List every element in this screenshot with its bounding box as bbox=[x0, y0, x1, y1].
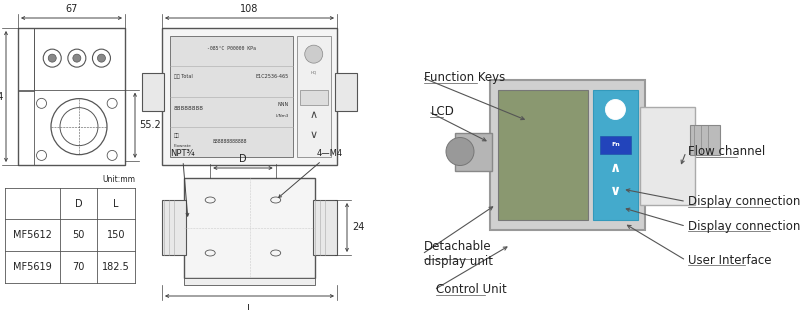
Bar bbox=[498, 90, 588, 220]
Text: 108: 108 bbox=[240, 4, 258, 14]
Text: L: L bbox=[246, 304, 252, 310]
Text: Flow channel: Flow channel bbox=[688, 145, 766, 158]
Bar bbox=[34, 28, 125, 165]
Text: 70: 70 bbox=[72, 262, 85, 272]
Text: Flowrate: Flowrate bbox=[174, 144, 192, 148]
Text: MF5619: MF5619 bbox=[13, 262, 52, 272]
Bar bbox=[690, 125, 720, 155]
Text: 24: 24 bbox=[352, 223, 364, 232]
Text: 67: 67 bbox=[66, 4, 78, 14]
Circle shape bbox=[98, 54, 106, 62]
Bar bbox=[162, 28, 337, 165]
Text: 50: 50 bbox=[72, 230, 85, 240]
Text: E1C2536-465: E1C2536-465 bbox=[255, 74, 289, 79]
Circle shape bbox=[305, 45, 322, 63]
Bar bbox=[593, 90, 638, 220]
Text: NPT¾: NPT¾ bbox=[170, 149, 194, 216]
Text: Display connection A: Display connection A bbox=[688, 220, 800, 233]
Bar bbox=[313, 200, 337, 255]
Circle shape bbox=[48, 54, 56, 62]
Text: 888888888888: 888888888888 bbox=[213, 140, 247, 144]
Text: ∨: ∨ bbox=[310, 130, 318, 140]
Text: 累计 Total: 累计 Total bbox=[174, 74, 193, 79]
Circle shape bbox=[73, 54, 81, 62]
Circle shape bbox=[606, 100, 626, 119]
Text: HQ: HQ bbox=[310, 70, 317, 74]
Text: ∨: ∨ bbox=[610, 184, 621, 198]
Text: User Interface: User Interface bbox=[688, 254, 771, 267]
Bar bbox=[490, 80, 645, 230]
Bar bbox=[640, 107, 695, 205]
Text: 74: 74 bbox=[0, 91, 4, 101]
Bar bbox=[600, 135, 631, 154]
Text: 150: 150 bbox=[107, 230, 126, 240]
Bar bbox=[455, 132, 492, 171]
Text: LCD: LCD bbox=[430, 105, 454, 118]
Bar bbox=[162, 200, 186, 255]
Text: D: D bbox=[239, 154, 246, 164]
Text: Detachable
display unit: Detachable display unit bbox=[424, 240, 493, 268]
Bar bbox=[18, 28, 34, 91]
Bar bbox=[335, 73, 357, 111]
Text: Control Unit: Control Unit bbox=[436, 283, 506, 296]
Text: MF5612: MF5612 bbox=[13, 230, 52, 240]
Text: NNN: NNN bbox=[278, 103, 289, 108]
Text: Function Keys: Function Keys bbox=[424, 71, 506, 84]
Text: ∧: ∧ bbox=[310, 110, 318, 120]
Bar bbox=[170, 36, 293, 157]
Text: ∧: ∧ bbox=[610, 161, 621, 175]
Text: D: D bbox=[74, 199, 82, 209]
Bar bbox=[300, 91, 327, 105]
Text: L/Nm3: L/Nm3 bbox=[275, 114, 289, 118]
Bar bbox=[142, 73, 164, 111]
Text: 界差: 界差 bbox=[174, 133, 180, 138]
Bar bbox=[184, 278, 315, 285]
Text: 88888888: 88888888 bbox=[174, 106, 204, 111]
Circle shape bbox=[446, 138, 474, 166]
Text: Fn: Fn bbox=[611, 142, 620, 147]
Text: 182.5: 182.5 bbox=[102, 262, 130, 272]
Text: Unit:mm: Unit:mm bbox=[102, 175, 135, 184]
Text: L: L bbox=[114, 199, 119, 209]
Bar bbox=[297, 36, 331, 157]
Text: 4—M4: 4—M4 bbox=[278, 149, 343, 197]
Bar bbox=[184, 178, 315, 278]
Bar bbox=[18, 28, 125, 165]
Text: Display connection B: Display connection B bbox=[688, 195, 800, 208]
Text: 55.2: 55.2 bbox=[139, 120, 161, 130]
Text: -085°C P00000 KPa: -085°C P00000 KPa bbox=[207, 46, 256, 51]
